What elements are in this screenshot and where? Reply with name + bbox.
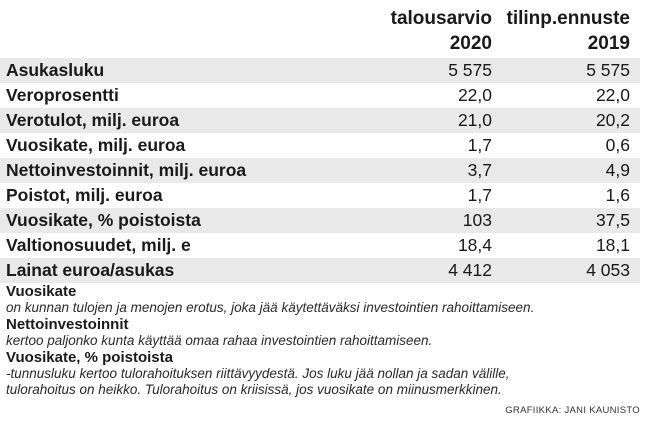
column-header-2019: tilinp.ennuste 2019 [490, 6, 631, 56]
value-2019: 1,6 [605, 185, 630, 205]
value-2020: 5 575 [448, 60, 492, 80]
column-header-year: 2020 [449, 33, 492, 54]
row-label: Poistot, milj. euroa [6, 185, 163, 205]
note-title: Nettoinvestoinnit [6, 316, 129, 333]
row-label: Vuosikate, % poistoista [6, 210, 201, 230]
value-2019: 5 575 [586, 60, 630, 80]
note-text: kertoo paljonko kunta käyttää omaa rahaa… [6, 333, 433, 348]
value-2020: 22,0 [457, 85, 492, 105]
table-row: Vuosikate, milj. euroa 1,7 0,6 [0, 133, 640, 158]
note-text: on kunnan tulojen ja menojen erotus, jok… [6, 300, 535, 315]
definitions: Vuosikate on kunnan tulojen ja menojen er… [6, 283, 646, 398]
table-row: Nettoinvestoinnit, milj. euroa 3,7 4,9 [0, 158, 640, 183]
row-label: Lainat euroa/asukas [6, 260, 175, 280]
table-row: Lainat euroa/asukas 4 412 4 053 [0, 258, 640, 283]
value-2020: 18,4 [457, 235, 492, 255]
graphic-credit: GRAFIIKKA: JANI KAUNISTO [505, 405, 640, 416]
table-row: Valtionosuudet, milj. e 18,4 18,1 [0, 233, 640, 258]
value-2020: 1,7 [467, 135, 492, 155]
column-header-title: talousarvio [390, 8, 492, 29]
value-2019: 18,1 [595, 235, 630, 255]
note-text: -tunnusluku kertoo tulorahoituksen riitt… [6, 366, 510, 381]
table-row: Poistot, milj. euroa 1,7 1,6 [0, 183, 640, 208]
column-header-title: tilinp.ennuste [506, 8, 631, 29]
row-label: Valtionosuudet, milj. e [6, 235, 191, 255]
value-2019: 22,0 [595, 85, 630, 105]
row-label: Veroprosentti [6, 85, 119, 105]
note-text: tulorahoitus on heikko. Tulorahoitus on … [6, 382, 502, 397]
note-title: Vuosikate [6, 283, 77, 300]
table-row: Veroprosentti 22,0 22,0 [0, 83, 640, 108]
row-label: Nettoinvestoinnit, milj. euroa [6, 160, 247, 180]
value-2019: 4,9 [605, 160, 630, 180]
column-header-2020: talousarvio 2020 [352, 6, 492, 56]
table-header: talousarvio 2020 tilinp.ennuste 2019 [0, 6, 640, 54]
value-2020: 4 412 [448, 260, 492, 280]
table-row: Verotulot, milj. euroa 21,0 20,2 [0, 108, 640, 133]
value-2020: 3,7 [467, 160, 492, 180]
row-label: Asukasluku [6, 60, 105, 80]
note-title: Vuosikate, % poistoista [6, 349, 173, 366]
value-2019: 20,2 [595, 110, 630, 130]
value-2019: 0,6 [605, 135, 630, 155]
data-table: Asukasluku 5 575 5 575 Veroprosentti 22,0 22,… [0, 58, 640, 283]
value-2020: 1,7 [467, 185, 492, 205]
value-2020: 103 [462, 210, 492, 230]
value-2020: 21,0 [457, 110, 492, 130]
row-label: Vuosikate, milj. euroa [6, 135, 186, 155]
value-2019: 4 053 [586, 260, 630, 280]
table-row: Vuosikate, % poistoista 103 37,5 [0, 208, 640, 233]
column-header-year: 2019 [587, 33, 630, 54]
table-row: Asukasluku 5 575 5 575 [0, 58, 640, 83]
value-2019: 37,5 [595, 210, 630, 230]
row-label: Verotulot, milj. euroa [6, 110, 180, 130]
